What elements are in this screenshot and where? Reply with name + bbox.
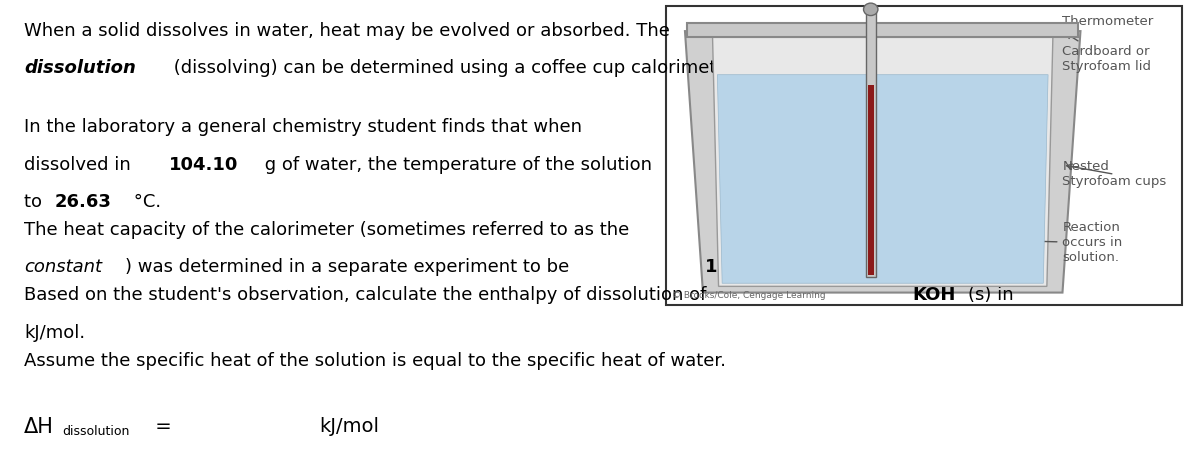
Bar	[666, 6, 1182, 305]
Ellipse shape	[864, 3, 878, 16]
Text: heat of: heat of	[865, 22, 937, 40]
Text: constant: constant	[24, 258, 102, 276]
Text: 0.79: 0.79	[751, 118, 796, 136]
Text: Cardboard or
Styrofoam lid: Cardboard or Styrofoam lid	[1062, 33, 1152, 73]
Text: ΔH: ΔH	[24, 417, 54, 437]
Text: KOH: KOH	[868, 118, 911, 136]
Text: increases: increases	[773, 156, 869, 174]
Text: dissolution: dissolution	[62, 425, 130, 438]
Text: ) was determined in a separate experiment to be: ) was determined in a separate experimen…	[125, 258, 575, 276]
Text: © Brooks/Cole, Cengage Learning: © Brooks/Cole, Cengage Learning	[672, 291, 826, 300]
Text: dissolved in: dissolved in	[24, 156, 137, 174]
Polygon shape	[718, 75, 1048, 283]
Text: J/°C.: J/°C.	[763, 258, 808, 276]
Text: calorimeter: calorimeter	[812, 221, 916, 239]
Text: 24.69: 24.69	[966, 156, 1022, 174]
Bar	[866, 13, 876, 277]
Text: Reaction
occurs in
solution.: Reaction occurs in solution.	[864, 221, 1123, 264]
Text: Nested
Styrofoam cups: Nested Styrofoam cups	[1062, 160, 1166, 189]
Text: (s) are: (s) are	[924, 118, 983, 136]
Text: In the laboratory a general chemistry student finds that when: In the laboratory a general chemistry st…	[24, 118, 588, 136]
Polygon shape	[685, 31, 1080, 293]
Text: g of water, the temperature of the solution: g of water, the temperature of the solut…	[259, 156, 658, 174]
Text: Assume the specific heat of the solution is equal to the specific heat of water.: Assume the specific heat of the solution…	[24, 352, 726, 370]
Polygon shape	[713, 37, 1052, 286]
FancyBboxPatch shape	[175, 411, 319, 451]
Bar	[868, 85, 874, 276]
Text: The heat capacity of the calorimeter (sometimes referred to as the: The heat capacity of the calorimeter (so…	[24, 221, 635, 239]
Text: kJ/mol.: kJ/mol.	[24, 324, 85, 342]
Text: kJ/mol: kJ/mol	[319, 417, 379, 436]
Text: Thermometer: Thermometer	[1062, 15, 1153, 28]
Text: from: from	[898, 156, 950, 174]
Text: Based on the student's observation, calculate the enthalpy of dissolution of: Based on the student's observation, calc…	[24, 286, 712, 304]
Text: KOH: KOH	[912, 286, 955, 304]
Text: °C.: °C.	[128, 193, 161, 211]
Text: g of: g of	[809, 118, 854, 136]
Text: (s) in: (s) in	[968, 286, 1014, 304]
Text: to: to	[24, 193, 48, 211]
Text: dissolution: dissolution	[24, 59, 136, 77]
Text: When a solid dissolves in water, heat may be evolved or absorbed. The: When a solid dissolves in water, heat ma…	[24, 22, 676, 40]
Text: 104.10: 104.10	[169, 156, 239, 174]
Text: 1.58: 1.58	[706, 258, 750, 276]
Text: 26.63: 26.63	[55, 193, 112, 211]
Bar	[688, 23, 1078, 37]
Text: (dissolving) can be determined using a coffee cup calorimeter.: (dissolving) can be determined using a c…	[168, 59, 739, 77]
Text: =: =	[150, 417, 179, 436]
